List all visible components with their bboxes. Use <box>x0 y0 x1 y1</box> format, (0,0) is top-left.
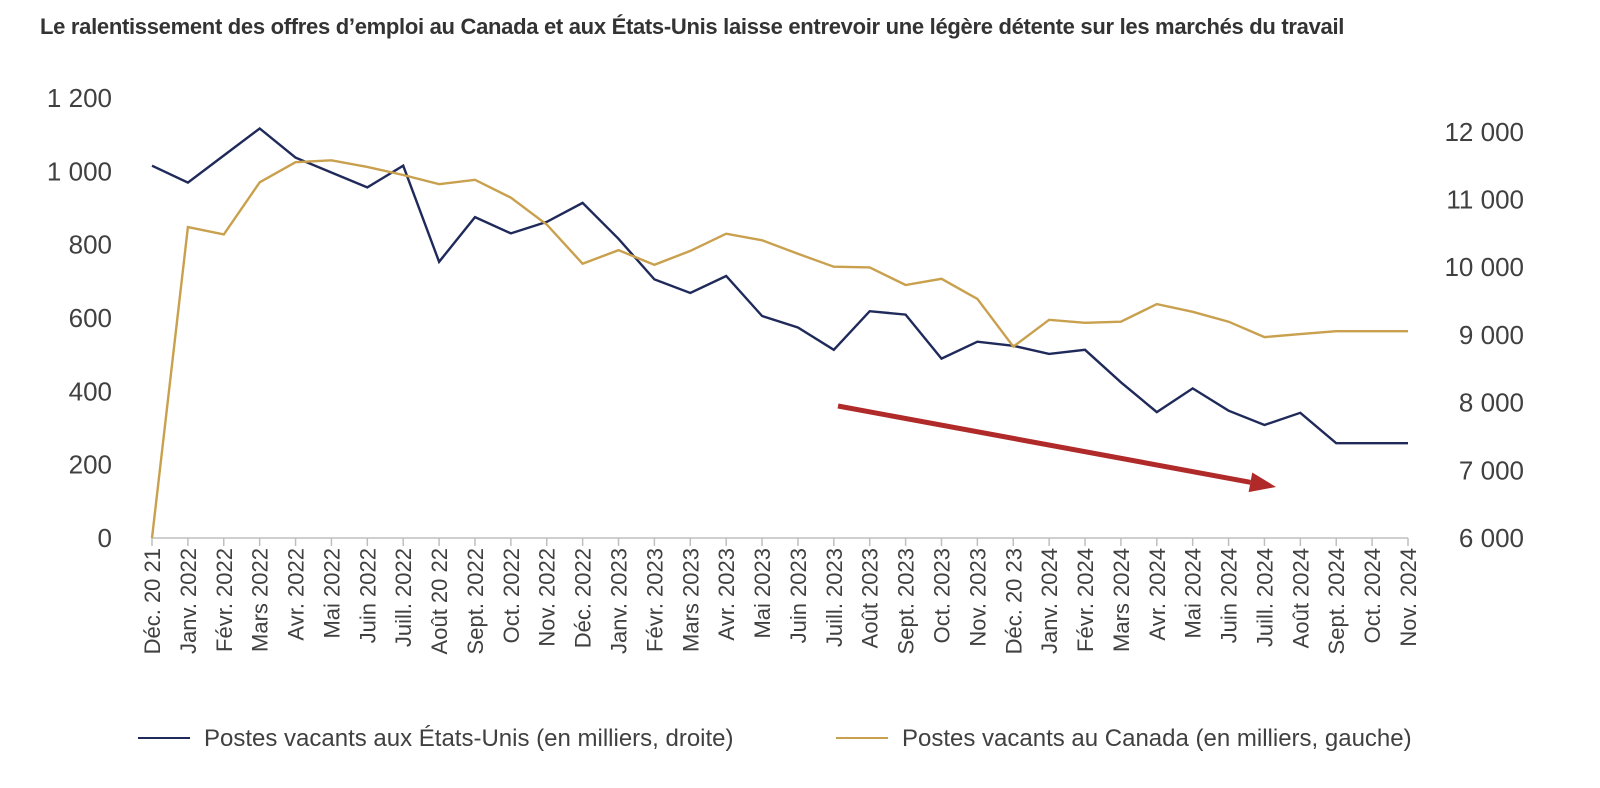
x-tick-label: Juill. 2024 <box>1252 548 1277 647</box>
x-tick-label: Août 2023 <box>858 548 883 648</box>
x-tick-label: Avr. 2022 <box>284 548 309 641</box>
x-tick-label: Oct. 2023 <box>929 548 954 643</box>
right-axis: 6 000 7 000 8 000 9 000 10 000 11 000 12 000 <box>1444 117 1524 553</box>
x-tick-label: Avr. 2024 <box>1145 548 1170 641</box>
trend-arrow-head <box>1248 472 1276 493</box>
right-tick-label: 8 000 <box>1459 388 1524 418</box>
x-tick-label: Mars 2024 <box>1109 548 1134 652</box>
right-tick-label: 12 000 <box>1444 117 1524 147</box>
x-tick-label: Juin 2022 <box>355 548 380 643</box>
left-tick-label: 200 <box>69 450 112 480</box>
x-tick-label: Août 20 22 <box>427 548 452 654</box>
x-tick-label: Août 2024 <box>1288 548 1313 648</box>
x-tick-label: Févr. 2022 <box>212 548 237 652</box>
x-tick-label: Sept. 2022 <box>463 548 488 654</box>
left-axis: 0 200 400 600 800 1 000 1 200 <box>47 83 112 553</box>
x-tick-label: Juill. 2023 <box>822 548 847 647</box>
left-tick-label: 1 000 <box>47 156 112 186</box>
legend-label-us: Postes vacants aux États-Unis (en millie… <box>204 725 734 752</box>
trend-arrow-shaft <box>837 403 1251 485</box>
right-tick-label: 9 000 <box>1459 320 1524 350</box>
x-tick-label: Déc. 20 21 <box>140 548 165 654</box>
x-tick-label: Févr. 2024 <box>1073 548 1098 652</box>
right-tick-label: 6 000 <box>1459 523 1524 553</box>
x-tick-label: Sept. 2024 <box>1324 548 1349 654</box>
x-tick-label: Nov. 2024 <box>1396 548 1421 647</box>
x-tick-label: Janv. 2023 <box>607 548 632 654</box>
x-tick-label: Mai 2023 <box>750 548 775 639</box>
series-line-us <box>151 126 1408 445</box>
x-tick-label: Juill. 2022 <box>391 548 416 647</box>
x-axis: Déc. 20 21 Janv. 2022 Févr. 2022 Mars 2022 A… <box>140 537 1421 654</box>
x-tick-label: Févr. 2023 <box>642 548 667 652</box>
x-tick-label: Avr. 2023 <box>714 548 739 641</box>
left-tick-label: 0 <box>98 523 112 553</box>
x-tick-label: Nov. 2022 <box>535 548 560 647</box>
annotation-layer <box>837 403 1276 493</box>
x-tick-label: Sept. 2023 <box>894 548 919 654</box>
x-tick-label: Déc. 20 23 <box>1001 548 1026 654</box>
x-tick-label: Juin 2024 <box>1217 548 1242 643</box>
left-tick-label: 1 200 <box>47 83 112 113</box>
right-tick-label: 7 000 <box>1459 455 1524 485</box>
x-tick-label: Nov. 2023 <box>965 548 990 647</box>
right-tick-label: 10 000 <box>1444 252 1524 282</box>
series-layer <box>150 126 1408 539</box>
chart-title: Le ralentissement des offres d’emploi au… <box>40 14 1345 39</box>
x-tick-label: Janv. 2022 <box>176 548 201 654</box>
x-tick-label: Mars 2022 <box>248 548 273 652</box>
left-tick-label: 400 <box>69 376 112 406</box>
x-tick-label: Janv. 2024 <box>1037 548 1062 654</box>
x-tick-label: Juin 2023 <box>786 548 811 643</box>
x-tick-label: Mai 2024 <box>1181 548 1206 639</box>
x-tick-label: Mars 2023 <box>678 548 703 652</box>
x-tick-label: Oct. 2022 <box>499 548 524 643</box>
x-tick-label: Oct. 2024 <box>1360 548 1385 643</box>
left-tick-label: 600 <box>69 303 112 333</box>
left-tick-label: 800 <box>69 230 112 260</box>
right-tick-label: 11 000 <box>1446 185 1524 215</box>
series-line-canada <box>150 159 1408 539</box>
x-tick-label: Déc. 2022 <box>571 548 596 648</box>
x-tick-label: Mai 2022 <box>319 548 344 639</box>
legend-label-canada: Postes vacants au Canada (en milliers, g… <box>902 725 1412 752</box>
legend: Postes vacants aux États-Unis (en millie… <box>138 725 1412 752</box>
